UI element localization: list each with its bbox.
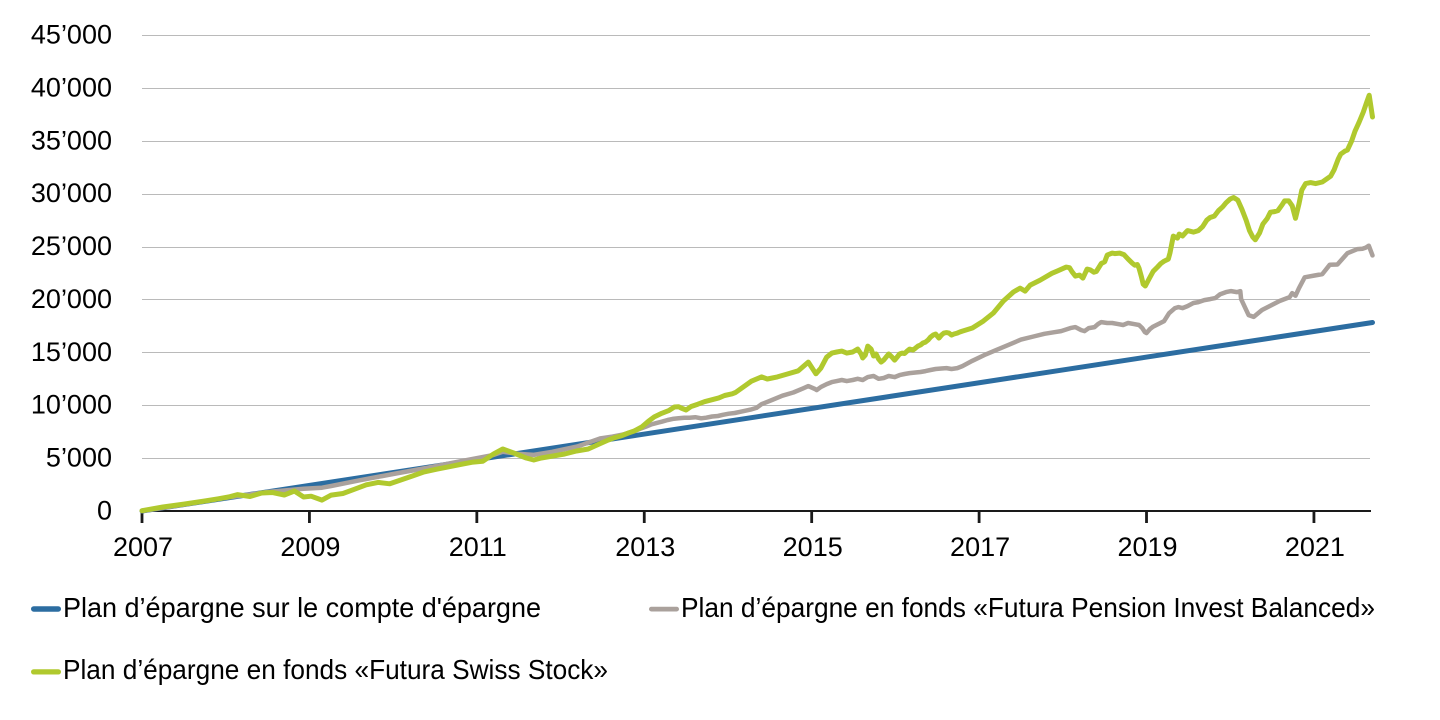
svg-text:2007: 2007 (113, 532, 173, 562)
svg-text:15’000: 15’000 (31, 337, 112, 367)
svg-text:45’000: 45’000 (31, 20, 112, 50)
svg-text:2009: 2009 (280, 532, 340, 562)
svg-text:30’000: 30’000 (31, 178, 112, 208)
svg-text:Plan d’épargne sur le compte d: Plan d’épargne sur le compte d'épargne (63, 592, 541, 623)
svg-text:2015: 2015 (783, 532, 843, 562)
svg-text:40’000: 40’000 (31, 72, 112, 102)
svg-text:2013: 2013 (615, 532, 675, 562)
svg-text:25’000: 25’000 (31, 231, 112, 261)
svg-text:0: 0 (97, 496, 112, 526)
svg-text:10’000: 10’000 (31, 390, 112, 420)
svg-text:20’000: 20’000 (31, 284, 112, 314)
svg-text:35’000: 35’000 (31, 125, 112, 155)
svg-text:2019: 2019 (1117, 532, 1177, 562)
svg-text:2011: 2011 (449, 532, 507, 562)
svg-text:5’000: 5’000 (46, 443, 112, 473)
svg-text:2017: 2017 (950, 532, 1010, 562)
svg-text:Plan d’épargne en fonds «Futur: Plan d’épargne en fonds «Futura Swiss St… (63, 654, 608, 685)
svg-text:2021: 2021 (1285, 532, 1345, 562)
svg-text:Plan d’épargne en fonds «Futur: Plan d’épargne en fonds «Futura Pension … (681, 592, 1375, 623)
